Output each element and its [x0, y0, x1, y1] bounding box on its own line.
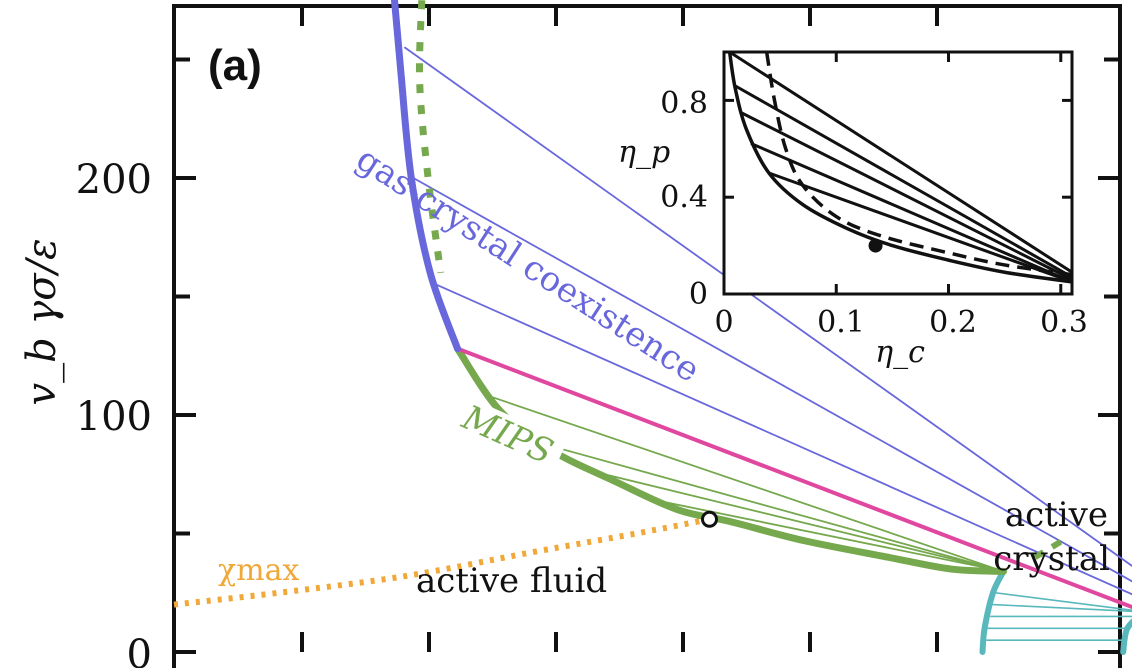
inset-dashed-curve: [764, 52, 1072, 277]
critical-point-marker: [701, 510, 718, 528]
inset-y-tick-label-0: 0: [689, 277, 708, 312]
mips-tie-line-2: [603, 473, 1005, 573]
mips-tie-line-0: [488, 395, 1005, 573]
active-crystal-label-line1: active: [1005, 495, 1108, 535]
inset-frame: [722, 50, 1074, 296]
inset-tie-line-2: [739, 111, 1072, 281]
inset-background: [724, 52, 1072, 294]
y-tick-label-100: 100: [76, 394, 152, 440]
mips-tie-lines: [488, 395, 1005, 573]
inset-tie-line-4: [767, 171, 1072, 284]
gas-crystal-tie-lines: [404, 46, 1132, 596]
inset-x-tick-label-0: 0: [714, 305, 733, 340]
chi-max-label: χmax: [218, 553, 300, 588]
inset-y-tick-label-08: 0.8: [660, 86, 708, 121]
inset-y-tick-label-04: 0.4: [660, 180, 708, 215]
crystal-tie-line-3: [992, 603, 1132, 613]
inset-x-axis-label: η_c: [875, 335, 925, 370]
y-tick-label-0: 0: [127, 632, 152, 668]
mips-label-background: [453, 396, 568, 476]
gas-crystal-tie-line-1: [412, 177, 1132, 583]
y-axis-label: v_b γσ/ε: [19, 238, 65, 405]
inset-x-tick-label-1: 0.1: [817, 305, 865, 340]
mips-tie-line-1: [540, 442, 1005, 573]
inset-x-tick-label-2: 0.2: [929, 305, 977, 340]
crystal-left-boundary: [979, 568, 1007, 655]
inset-tie-line-1: [733, 84, 1072, 279]
inset-chart: 0 0.1 0.2 0.3 0 0.4 0.8 η_c η_p: [618, 50, 1088, 370]
mips-binodal-dotted: [415, 0, 445, 274]
gas-crystal-tie-line-0: [404, 46, 1132, 567]
main-plot-frame: [172, 4, 1122, 668]
inset-tie-line-3: [750, 142, 1072, 284]
active-crystal-label-line2: crystal: [993, 539, 1110, 579]
active-fluid-label: active fluid: [416, 561, 607, 601]
y-tick-label-200: 200: [76, 157, 152, 203]
main-axis-ticks: [174, 6, 1120, 654]
inset-tie-line-0: [728, 52, 1072, 274]
inset-solid-boundary: [727, 52, 1072, 284]
inset-critical-point: [868, 238, 883, 253]
crystal-tie-lines: [985, 591, 1132, 641]
gas-boundary-curve: [391, 0, 461, 353]
mips-tie-line-3: [666, 501, 1005, 573]
gas-crystal-coexistence-label: gas-crystal coexistence: [349, 139, 707, 391]
crystal-right-boundary: [1120, 618, 1132, 655]
mips-spinodal-right-dashed: [1033, 535, 1069, 560]
triple-line: [455, 346, 1132, 610]
inset-y-axis-label: η_p: [618, 135, 670, 170]
gas-crystal-tie-line-2: [435, 283, 1132, 596]
mips-label-group: MIPS: [453, 396, 568, 476]
crystal-tie-line-4: [994, 591, 1132, 611]
inset-x-tick-label-3: 0.3: [1040, 305, 1088, 340]
mips-label: MIPS: [455, 397, 558, 472]
inset-curves: [727, 52, 1072, 284]
panel-label: (a): [208, 41, 262, 90]
